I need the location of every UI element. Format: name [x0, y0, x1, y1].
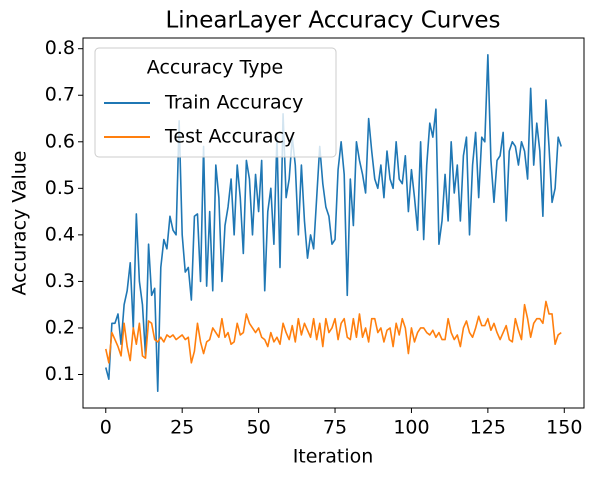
- y-tick-label: 0.2: [45, 316, 75, 338]
- x-tick-label: 125: [470, 417, 506, 439]
- y-tick-label: 0.6: [45, 130, 75, 152]
- y-tick-label: 0.5: [45, 177, 75, 199]
- y-tick-label: 0.3: [45, 270, 75, 292]
- y-tick-label: 0.1: [45, 363, 75, 385]
- legend-label: Train Accuracy: [164, 92, 303, 114]
- data-line: [104, 300, 562, 364]
- legend-label: Test Accuracy: [164, 126, 295, 148]
- x-tick-label: 25: [170, 417, 194, 439]
- x-tick-label: 0: [100, 417, 112, 439]
- x-tick-label: 100: [393, 417, 429, 439]
- x-tick-label: 75: [323, 417, 347, 439]
- chart-title: LinearLayer Accuracy Curves: [165, 8, 500, 34]
- data-line: [104, 53, 562, 393]
- x-axis-label: Iteration: [293, 446, 374, 468]
- y-tick-label: 0.4: [45, 223, 75, 245]
- y-axis-label: Accuracy Value: [9, 151, 31, 296]
- y-tick-label: 0.7: [45, 84, 75, 106]
- legend-title: Accuracy Type: [147, 57, 283, 79]
- x-tick-label: 50: [247, 417, 271, 439]
- y-tick-label: 0.8: [45, 37, 75, 59]
- legend-box: [94, 47, 337, 158]
- plot-frame: [82, 37, 585, 409]
- x-tick-label: 150: [546, 417, 582, 439]
